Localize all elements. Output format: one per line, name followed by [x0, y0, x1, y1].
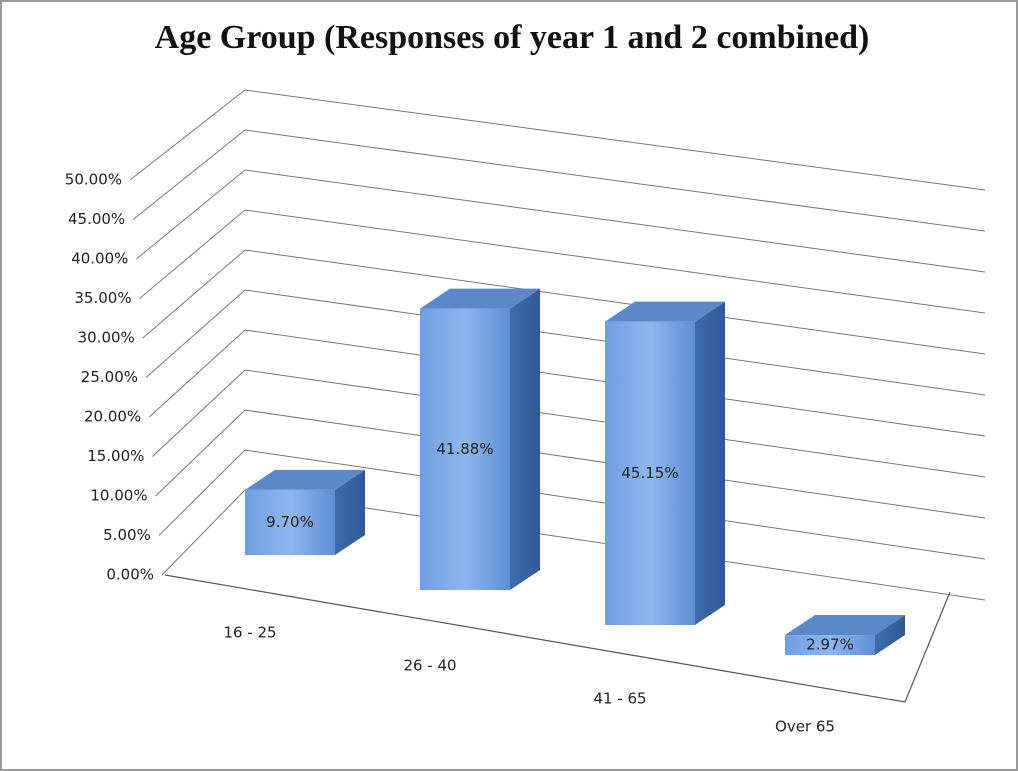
bar [420, 308, 510, 590]
grid-line [155, 409, 986, 519]
x-tick-label: 41 - 65 [593, 690, 646, 708]
y-tick-label: 30.00% [78, 329, 135, 347]
value-label: 9.70% [266, 513, 314, 531]
y-tick-label: 45.00% [68, 210, 125, 228]
chart-title: Age Group (Responses of year 1 and 2 com… [155, 19, 870, 56]
grid-line [139, 209, 986, 314]
y-tick-label: 25.00% [81, 368, 138, 386]
bar [785, 635, 875, 655]
grid-line [132, 129, 986, 232]
value-label: 2.97% [806, 636, 854, 654]
floor-edge [164, 574, 951, 703]
grid-line [136, 169, 986, 273]
bar-top [785, 615, 905, 636]
y-tick-label: 20.00% [84, 408, 141, 426]
bar-side [510, 288, 540, 590]
y-tick-label: 10.00% [90, 487, 147, 505]
value-label: 41.88% [436, 440, 493, 458]
grid-line [142, 249, 986, 355]
bar-side [875, 615, 905, 655]
y-tick-label: 40.00% [71, 250, 128, 268]
bar [605, 321, 695, 625]
bar-side [335, 469, 365, 555]
grid-line [148, 329, 986, 437]
y-tick-label: 0.00% [106, 566, 154, 584]
x-tick-label: Over 65 [775, 718, 835, 736]
y-tick-label: 5.00% [103, 526, 151, 544]
value-label: 45.15% [621, 464, 678, 482]
bar [245, 489, 335, 555]
grid-line [158, 449, 986, 560]
bar-side [695, 301, 725, 625]
bars: 9.70% 16 - 25 41.88% 26 - 40 45.15% 41 - 65 2.… [223, 288, 905, 736]
grid-line [129, 89, 986, 191]
grid-line [152, 369, 986, 478]
grid: 0.00% 5.00% 10.00% 15.00% 20.00% 25.00% 30.00%… [65, 89, 986, 601]
bar-top [245, 469, 365, 490]
bar-top [605, 301, 725, 322]
bar-top [420, 288, 540, 309]
y-tick-label: 50.00% [65, 171, 122, 189]
x-tick-label: 26 - 40 [403, 657, 456, 675]
y-tick-label: 15.00% [87, 447, 144, 465]
grid-line [145, 289, 986, 396]
x-tick-label: 16 - 25 [223, 624, 276, 642]
y-tick-label: 35.00% [74, 289, 131, 307]
